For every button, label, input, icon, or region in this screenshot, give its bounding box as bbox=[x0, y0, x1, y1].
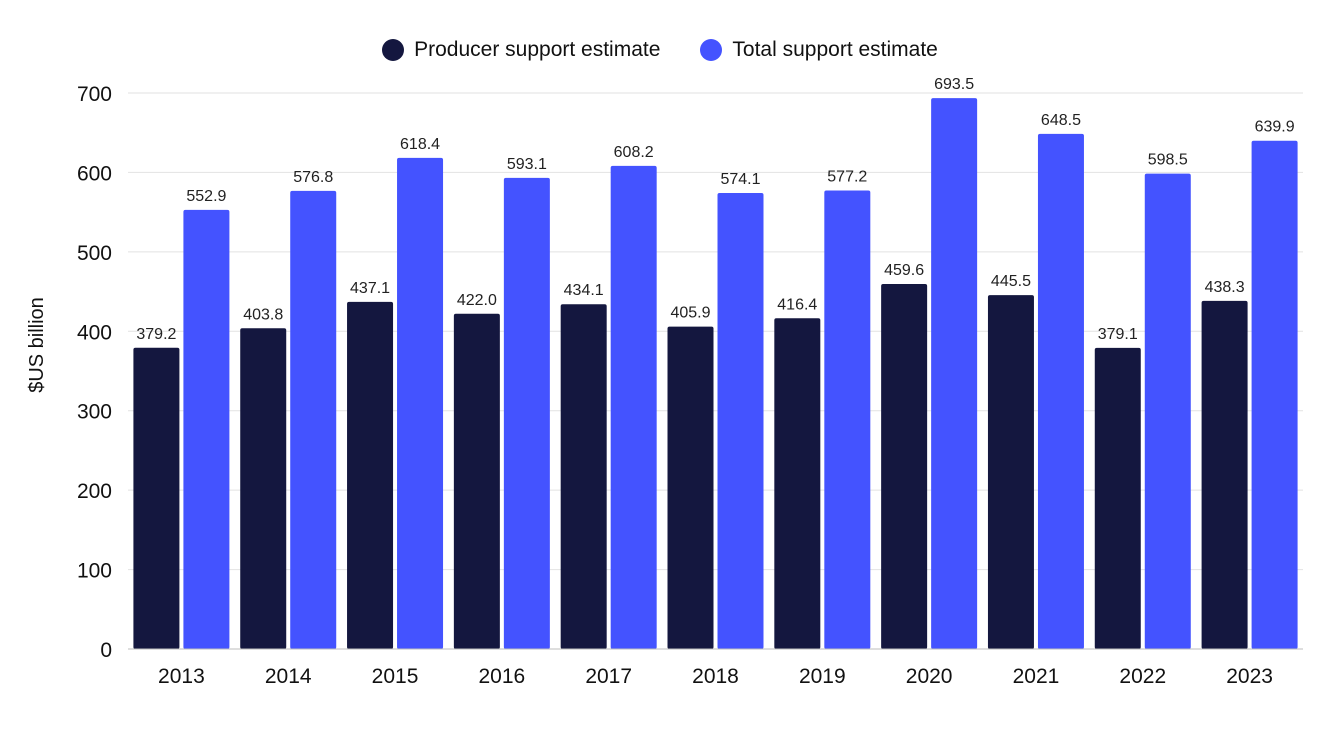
x-tick-label: 2023 bbox=[1226, 665, 1273, 688]
bar-producer bbox=[1094, 347, 1141, 649]
data-label-producer: 437.1 bbox=[350, 280, 390, 297]
legend-swatch-producer bbox=[382, 39, 405, 61]
bar-producer bbox=[987, 295, 1034, 649]
bar-producer bbox=[453, 313, 500, 649]
data-label-producer: 422.0 bbox=[457, 292, 497, 309]
data-label-producer: 434.1 bbox=[564, 282, 604, 299]
x-tick-label: 2018 bbox=[692, 665, 739, 688]
data-label-total: 574.1 bbox=[720, 171, 760, 188]
bar-total bbox=[503, 177, 550, 649]
data-label-total: 598.5 bbox=[1148, 152, 1188, 169]
data-label-total: 693.5 bbox=[934, 76, 974, 93]
bar-producer bbox=[667, 326, 714, 649]
bar-producer bbox=[774, 318, 821, 649]
y-tick-label: 500 bbox=[77, 242, 112, 265]
bar-total bbox=[824, 190, 871, 650]
bar-producer bbox=[240, 328, 287, 649]
x-tick-label: 2021 bbox=[1013, 665, 1060, 688]
x-tick-label: 2015 bbox=[372, 665, 419, 688]
bar-producer bbox=[133, 347, 180, 649]
bar-total bbox=[717, 193, 764, 650]
data-label-total: 639.9 bbox=[1255, 119, 1295, 136]
y-tick-label: 600 bbox=[77, 162, 112, 185]
x-tick-label: 2014 bbox=[265, 665, 312, 688]
x-tick-label: 2019 bbox=[799, 665, 846, 688]
bar-total bbox=[1251, 140, 1298, 649]
data-label-total: 577.2 bbox=[827, 169, 867, 186]
x-tick-label: 2020 bbox=[906, 665, 953, 688]
bar-producer bbox=[560, 304, 607, 649]
y-tick-label: 700 bbox=[77, 83, 112, 106]
y-tick-label: 100 bbox=[77, 560, 112, 583]
x-tick-label: 2013 bbox=[158, 665, 205, 688]
bar-total bbox=[931, 98, 978, 650]
bar-total bbox=[397, 157, 444, 649]
bar-producer bbox=[881, 283, 928, 649]
data-label-producer: 379.1 bbox=[1098, 326, 1138, 343]
y-tick-label: 300 bbox=[77, 401, 112, 424]
x-tick-label: 2016 bbox=[479, 665, 526, 688]
x-tick-label: 2017 bbox=[585, 665, 632, 688]
data-label-producer: 445.5 bbox=[991, 273, 1031, 290]
y-tick-label: 0 bbox=[100, 639, 112, 662]
legend-swatch-total bbox=[700, 39, 723, 61]
x-tick-label: 2022 bbox=[1119, 665, 1166, 688]
bar-total bbox=[183, 209, 230, 650]
bar-producer bbox=[1201, 300, 1248, 649]
data-label-total: 618.4 bbox=[400, 136, 440, 153]
data-label-producer: 459.6 bbox=[884, 262, 924, 279]
legend-label-producer: Producer support estimate bbox=[414, 38, 661, 61]
data-label-total: 608.2 bbox=[614, 144, 654, 161]
data-label-producer: 379.2 bbox=[136, 326, 176, 343]
y-axis-title: $US billion bbox=[26, 297, 48, 393]
bar-total bbox=[610, 165, 657, 649]
legend: Producer support estimate Total support … bbox=[0, 38, 1320, 62]
data-label-total: 593.1 bbox=[507, 156, 547, 173]
data-label-total: 552.9 bbox=[186, 188, 226, 205]
bar-total bbox=[290, 190, 337, 649]
legend-item-producer[interactable]: Producer support estimate bbox=[382, 38, 660, 62]
data-label-producer: 405.9 bbox=[670, 305, 710, 322]
data-label-total: 648.5 bbox=[1041, 112, 1081, 129]
legend-item-total[interactable]: Total support estimate bbox=[700, 38, 938, 62]
data-label-producer: 416.4 bbox=[777, 296, 817, 313]
bar-total bbox=[1037, 133, 1084, 650]
legend-label-total: Total support estimate bbox=[732, 38, 938, 61]
data-label-total: 576.8 bbox=[293, 169, 333, 186]
y-tick-label: 200 bbox=[77, 480, 112, 503]
y-tick-label: 400 bbox=[77, 321, 112, 344]
data-label-producer: 438.3 bbox=[1205, 279, 1245, 296]
data-label-producer: 403.8 bbox=[243, 306, 283, 323]
bar-total bbox=[1144, 173, 1191, 649]
bar-producer bbox=[347, 301, 394, 649]
